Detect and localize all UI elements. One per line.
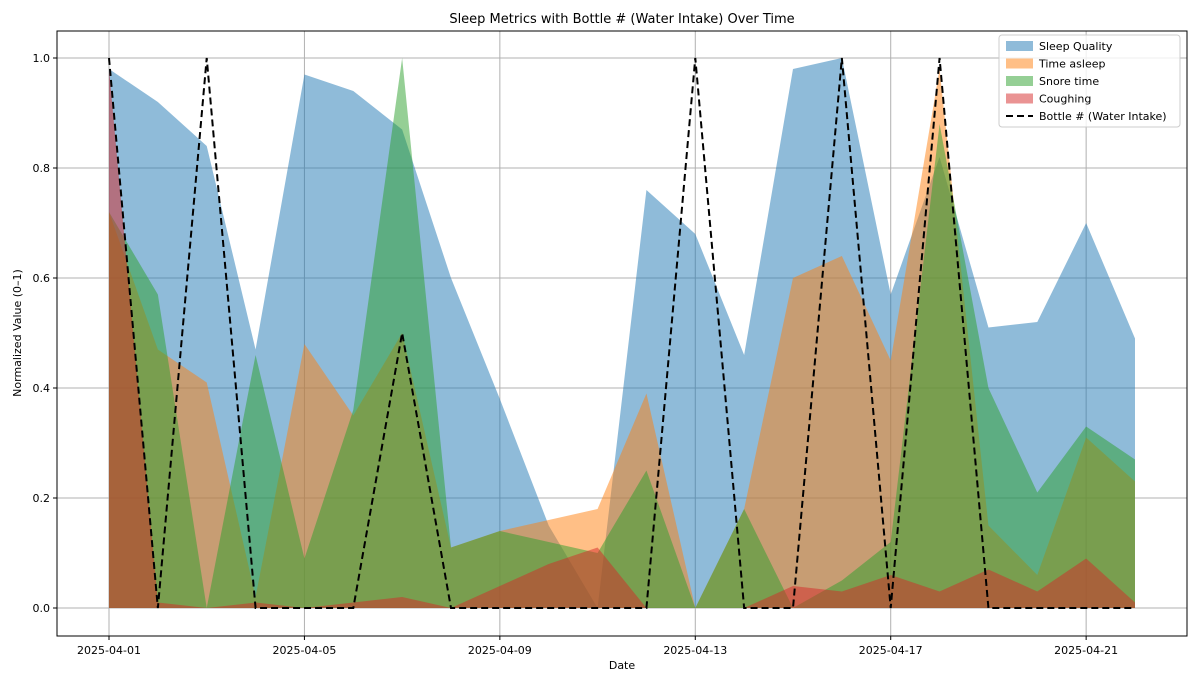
chart-title: Sleep Metrics with Bottle # (Water Intak… xyxy=(449,12,794,27)
legend: Sleep Quality Time asleep Snore time Coughi… xyxy=(998,34,1181,128)
x-axis-ticks: 2025-04-01 2025-04-05 2025-04-09 2025-04-13… xyxy=(77,636,1118,657)
legend-label-snore-time: Snore time xyxy=(1039,75,1099,88)
x-tick-label: 2025-04-17 xyxy=(859,644,923,657)
x-tick-label: 2025-04-13 xyxy=(663,644,727,657)
legend-frame xyxy=(998,34,1181,128)
legend-swatch-snore-time xyxy=(1006,76,1033,86)
legend-swatch-coughing xyxy=(1006,93,1033,104)
y-tick-label: 0.0 xyxy=(33,602,51,615)
line-layer xyxy=(108,57,1135,609)
line-series-bottle-water-intake xyxy=(108,57,1135,609)
legend-label-sleep-quality: Sleep Quality xyxy=(1039,40,1113,53)
y-tick-label: 0.4 xyxy=(33,382,51,395)
y-tick-label: 0.6 xyxy=(33,272,51,285)
area-series-snore-time xyxy=(109,58,1135,608)
area-layer xyxy=(109,58,1135,608)
legend-label-time-asleep: Time asleep xyxy=(1038,58,1105,71)
x-axis-label: Date xyxy=(609,659,636,672)
legend-label-coughing: Coughing xyxy=(1039,93,1091,106)
y-axis-ticks: 0.0 0.2 0.4 0.6 0.8 1.0 xyxy=(33,52,57,615)
x-tick-label: 2025-04-09 xyxy=(468,644,532,657)
y-tick-label: 0.2 xyxy=(33,492,51,505)
plot-frame xyxy=(56,30,1188,637)
legend-swatch-sleep-quality xyxy=(1006,41,1033,51)
legend-label-bottle-water-intake: Bottle # (Water Intake) xyxy=(1039,110,1167,123)
legend-swatch-time-asleep xyxy=(1006,58,1033,69)
y-tick-label: 1.0 xyxy=(33,52,51,65)
x-tick-label: 2025-04-05 xyxy=(272,644,336,657)
x-tick-label: 2025-04-01 xyxy=(77,644,141,657)
x-tick-label: 2025-04-21 xyxy=(1054,644,1118,657)
y-axis-label: Normalized Value (0–1) xyxy=(11,269,24,397)
y-tick-label: 0.8 xyxy=(33,162,51,175)
